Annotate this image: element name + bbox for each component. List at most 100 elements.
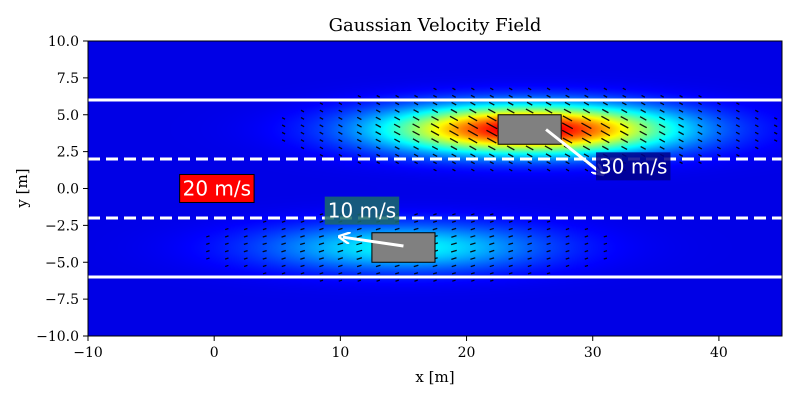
quiver-arrow (451, 227, 457, 231)
quiver-arrow (338, 116, 343, 121)
quiver-arrow (622, 94, 627, 98)
quiver-arrow (394, 153, 400, 157)
quiver-arrow (318, 235, 324, 238)
quiver-arrow (414, 279, 418, 282)
quiver-arrow (206, 257, 210, 260)
quiver-arrow (414, 94, 419, 98)
quiver-arrow (300, 124, 305, 128)
quiver-arrow (262, 242, 267, 246)
quiver-arrow (697, 138, 703, 143)
quiver-arrow (450, 108, 458, 114)
quiver-arrow (489, 227, 494, 231)
quiver-arrow (622, 87, 627, 91)
quiver-arrow (754, 139, 759, 142)
quiver-arrow (471, 279, 475, 282)
quiver-arrow (281, 131, 286, 135)
quiver-arrow (581, 129, 592, 137)
x-axis-label: x [m] (415, 368, 454, 386)
quiver-arrow (583, 101, 590, 106)
quiver-arrow (508, 257, 514, 260)
quiver-arrow (450, 145, 458, 151)
quiver-arrow (581, 137, 592, 144)
quiver-arrow (527, 161, 532, 165)
quiver-arrow (506, 145, 515, 151)
quiver-arrow (641, 94, 646, 98)
quiver-arrow (640, 145, 647, 150)
quiver-arrow (432, 272, 438, 275)
x-tick-label: 30 (584, 345, 602, 361)
quiver-arrow (546, 168, 551, 172)
quiver-arrow (490, 213, 494, 216)
quiver-arrow (452, 87, 456, 91)
y-tick-label: 0.0 (57, 182, 79, 198)
quiver-arrow (697, 116, 703, 121)
quiver-arrow (432, 153, 438, 158)
quiver-arrow (356, 131, 362, 135)
quiver-arrow (376, 153, 381, 157)
quiver-arrow (376, 102, 381, 106)
quiver-arrow (527, 94, 532, 98)
quiver-arrow (450, 249, 457, 253)
quiver-arrow (469, 108, 477, 114)
quiver-arrow (527, 235, 532, 238)
quiver-arrow (468, 115, 478, 122)
quiver-arrow (395, 161, 400, 165)
quiver-arrow (319, 116, 324, 120)
quiver-arrow (225, 227, 229, 231)
quiver-arrow (432, 94, 438, 98)
quiver-arrow (356, 235, 363, 238)
quiver-arrow (716, 109, 721, 113)
quiver-arrow (300, 131, 305, 135)
quiver-arrow (470, 161, 475, 165)
quiver-arrow (319, 272, 324, 275)
quiver-arrow (449, 130, 459, 137)
quiver-arrow (486, 129, 498, 137)
quiver-arrow (621, 101, 627, 106)
quiver-arrow (470, 249, 476, 253)
quiver-arrow (583, 153, 590, 158)
quiver-arrow (318, 242, 325, 246)
quiver-arrow (584, 227, 589, 231)
quiver-arrow (678, 109, 684, 113)
quiver-arrow (735, 146, 740, 150)
quiver-arrow (716, 124, 722, 128)
quiver-arrow (300, 257, 305, 260)
quiver-arrow (356, 249, 363, 253)
quiver-arrow (468, 137, 478, 144)
quiver-arrow (376, 161, 381, 165)
quiver-arrow (546, 227, 551, 231)
quiver-arrow (582, 145, 591, 151)
quiver-arrow (319, 220, 324, 223)
quiver-arrow (735, 109, 740, 113)
quiver-arrow (262, 272, 267, 275)
quiver-arrow (736, 153, 740, 157)
quiver-arrow (507, 153, 514, 158)
quiver-arrow (281, 272, 286, 275)
quiver-arrow (603, 242, 608, 245)
quiver-arrow (376, 279, 381, 282)
quiver-arrow (338, 102, 343, 106)
quiver-arrow (281, 264, 286, 268)
quiver-arrow (565, 161, 570, 165)
quiver-arrow (717, 102, 721, 106)
quiver-arrow (489, 242, 495, 246)
quiver-arrow (565, 168, 570, 172)
quiver-arrow (470, 94, 475, 98)
quiver-arrow (489, 94, 494, 98)
quiver-arrow (508, 87, 513, 91)
quiver-arrow (224, 242, 229, 245)
quiver-arrow (603, 257, 608, 260)
annotation-label: 20 m/s (183, 176, 251, 200)
quiver-arrow (243, 249, 248, 253)
quiver-arrow (300, 146, 305, 150)
vehicle-box (371, 232, 436, 263)
y-tick-label: −2.5 (45, 218, 79, 234)
quiver-arrow (601, 137, 610, 144)
quiver-arrow (546, 242, 551, 246)
quiver-arrow (584, 242, 589, 245)
quiver-arrow (262, 264, 267, 268)
quiver-arrow (678, 138, 684, 143)
quiver-arrow (338, 272, 343, 275)
quiver-arrow (486, 115, 497, 122)
quiver-arrow (452, 279, 456, 282)
